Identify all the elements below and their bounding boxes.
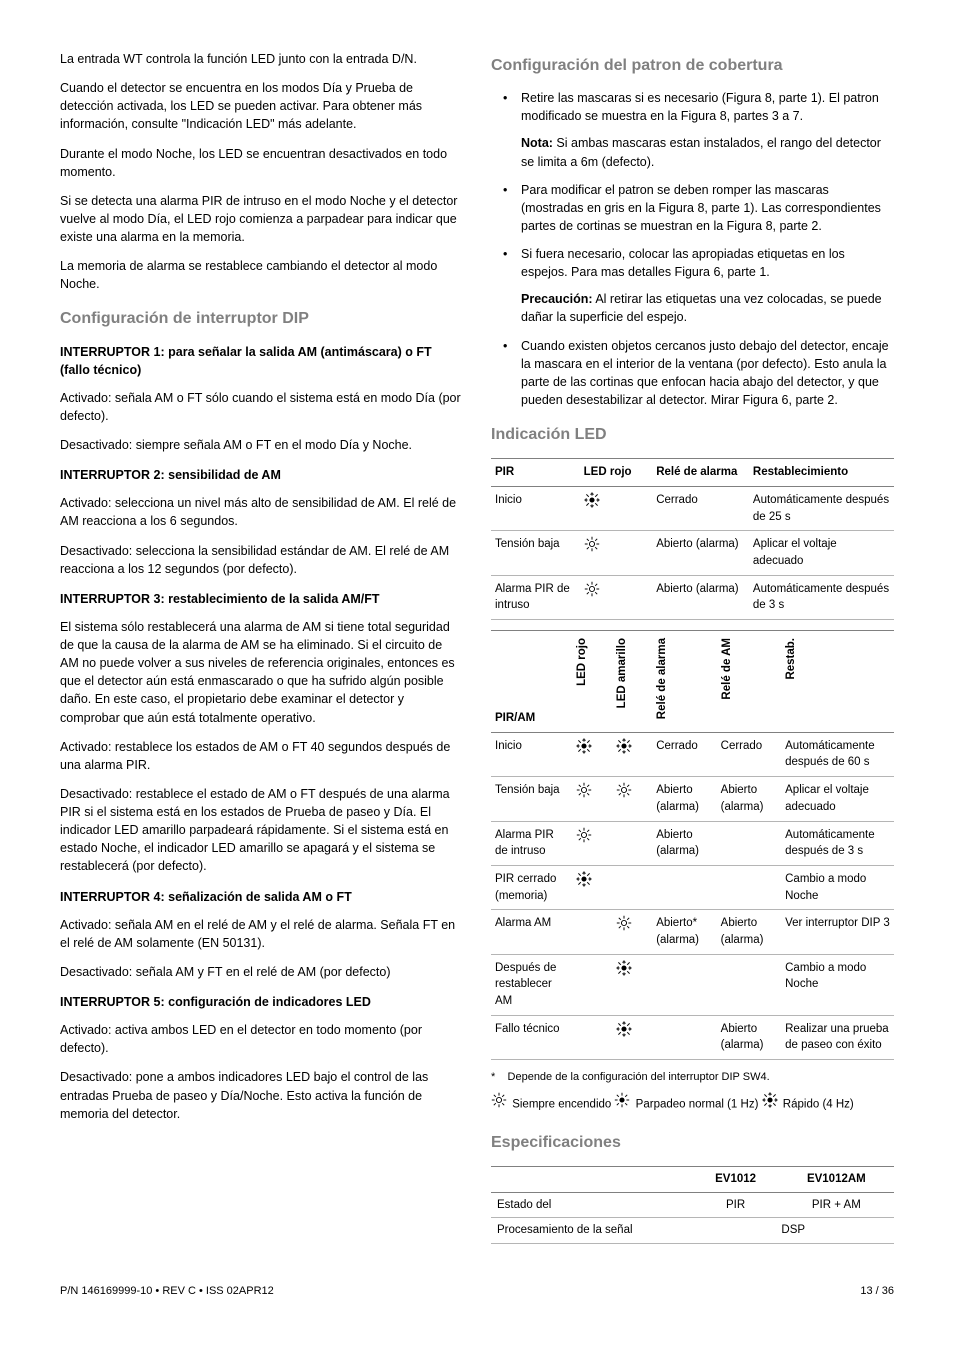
sw1-title: INTERRUPTOR 1: para señalar la salida AM… (60, 343, 463, 379)
led-fast-icon (616, 1021, 632, 1043)
piram-table: PIR/AM LED rojo LED amarillo Relé de ala… (491, 630, 894, 1060)
list-item: Retire las mascaras si es necesario (Fig… (491, 89, 894, 171)
footer-right: 13 / 36 (860, 1284, 894, 1300)
coverage-list: Retire las mascaras si es necesario (Fig… (491, 89, 894, 409)
table-row: Procesamiento de la señal DSP (491, 1218, 894, 1244)
sw5-p: Desactivado: pone a ambos indicadores LE… (60, 1068, 463, 1122)
table-row: Estado del PIR PIR + AM (491, 1192, 894, 1218)
right-column: Configuración del patron de cobertura Re… (491, 50, 894, 1244)
spec-heading: Especificaciones (491, 1131, 894, 1154)
led-fast-icon (584, 492, 600, 514)
table-row: Tensión bajaAbierto (alarma)Abierto (ala… (491, 777, 894, 821)
dip-heading: Configuración de interruptor DIP (60, 307, 463, 330)
led-fast-icon (616, 738, 632, 760)
table-row: InicioCerradoCerradoAutomáticamente desp… (491, 732, 894, 776)
spec-table: EV1012 EV1012AM Estado del PIR PIR + AM … (491, 1166, 894, 1244)
sw3-p: El sistema sólo restablecerá una alarma … (60, 618, 463, 727)
table-row: Alarma AMAbierto* (alarma)Abierto (alarm… (491, 910, 894, 954)
led-fast-icon (576, 738, 592, 760)
footer-left: P/N 146169999-10 • REV C • ISS 02APR12 (60, 1284, 274, 1300)
sw1-p: Desactivado: siempre señala AM o FT en e… (60, 436, 463, 454)
sw5-p: Activado: activa ambos LED en el detecto… (60, 1021, 463, 1057)
sw2-p: Activado: selecciona un nivel más alto d… (60, 494, 463, 530)
list-item: Cuando existen objetos cercanos justo de… (491, 337, 894, 410)
sw4-p: Desactivado: señala AM y FT en el relé d… (60, 963, 463, 981)
sw3-p: Desactivado: restablece el estado de AM … (60, 785, 463, 876)
table-row: InicioCerradoAutomáticamente después de … (491, 486, 894, 530)
table-row: Alarma PIR de intrusoAbierto (alarma)Aut… (491, 821, 894, 865)
sw2-p: Desactivado: selecciona la sensibilidad … (60, 542, 463, 578)
intro-p: La entrada WT controla la función LED ju… (60, 50, 463, 68)
intro-p: La memoria de alarma se restablece cambi… (60, 257, 463, 293)
led-on-icon (584, 536, 600, 558)
led-fast-icon (762, 1092, 778, 1117)
intro-p: Si se detecta una alarma PIR de intruso … (60, 192, 463, 246)
footnote: * Depende de la configuración del interr… (491, 1070, 894, 1086)
list-item: Para modificar el patron se deben romper… (491, 181, 894, 235)
led-legend: Siempre encendido Parpadeo normal (1 Hz)… (491, 1092, 894, 1117)
table-row: Tensión bajaAbierto (alarma)Aplicar el v… (491, 531, 894, 575)
intro-p: Durante el modo Noche, los LED se encuen… (60, 145, 463, 181)
intro-p: Cuando el detector se encuentra en los m… (60, 79, 463, 133)
table-row: PIR cerrado (memoria)Cambio a modo Noche (491, 865, 894, 909)
sw1-p: Activado: señala AM o FT sólo cuando el … (60, 389, 463, 425)
sw4-p: Activado: señala AM en el relé de AM y e… (60, 916, 463, 952)
led-on-icon (491, 1092, 507, 1117)
sw3-p: Activado: restablece los estados de AM o… (60, 738, 463, 774)
sw3-title: INTERRUPTOR 3: restablecimiento de la sa… (60, 590, 463, 608)
left-column: La entrada WT controla la función LED ju… (60, 50, 463, 1244)
led-on-icon (616, 782, 632, 804)
led-fast-icon (616, 960, 632, 982)
coverage-heading: Configuración del patron de cobertura (491, 54, 894, 77)
table-row: Fallo técnicoAbierto (alarma)Realizar un… (491, 1015, 894, 1059)
led-on-icon (576, 782, 592, 804)
led-norm-icon (614, 1092, 630, 1117)
page-footer: P/N 146169999-10 • REV C • ISS 02APR12 1… (60, 1284, 894, 1300)
sw5-title: INTERRUPTOR 5: configuración de indicado… (60, 993, 463, 1011)
led-heading: Indicación LED (491, 423, 894, 446)
led-fast-icon (576, 871, 592, 893)
pir-table: PIR LED rojo Relé de alarma Restablecimi… (491, 458, 894, 620)
list-item: Si fuera necesario, colocar las apropiad… (491, 245, 894, 327)
led-on-icon (584, 581, 600, 603)
table-row: Alarma PIR de intrusoAbierto (alarma)Aut… (491, 575, 894, 619)
sw4-title: INTERRUPTOR 4: señalización de salida AM… (60, 888, 463, 906)
led-on-icon (616, 915, 632, 937)
table-row: Después de restablecer AMCambio a modo N… (491, 954, 894, 1015)
sw2-title: INTERRUPTOR 2: sensibilidad de AM (60, 466, 463, 484)
led-on-icon (576, 827, 592, 849)
